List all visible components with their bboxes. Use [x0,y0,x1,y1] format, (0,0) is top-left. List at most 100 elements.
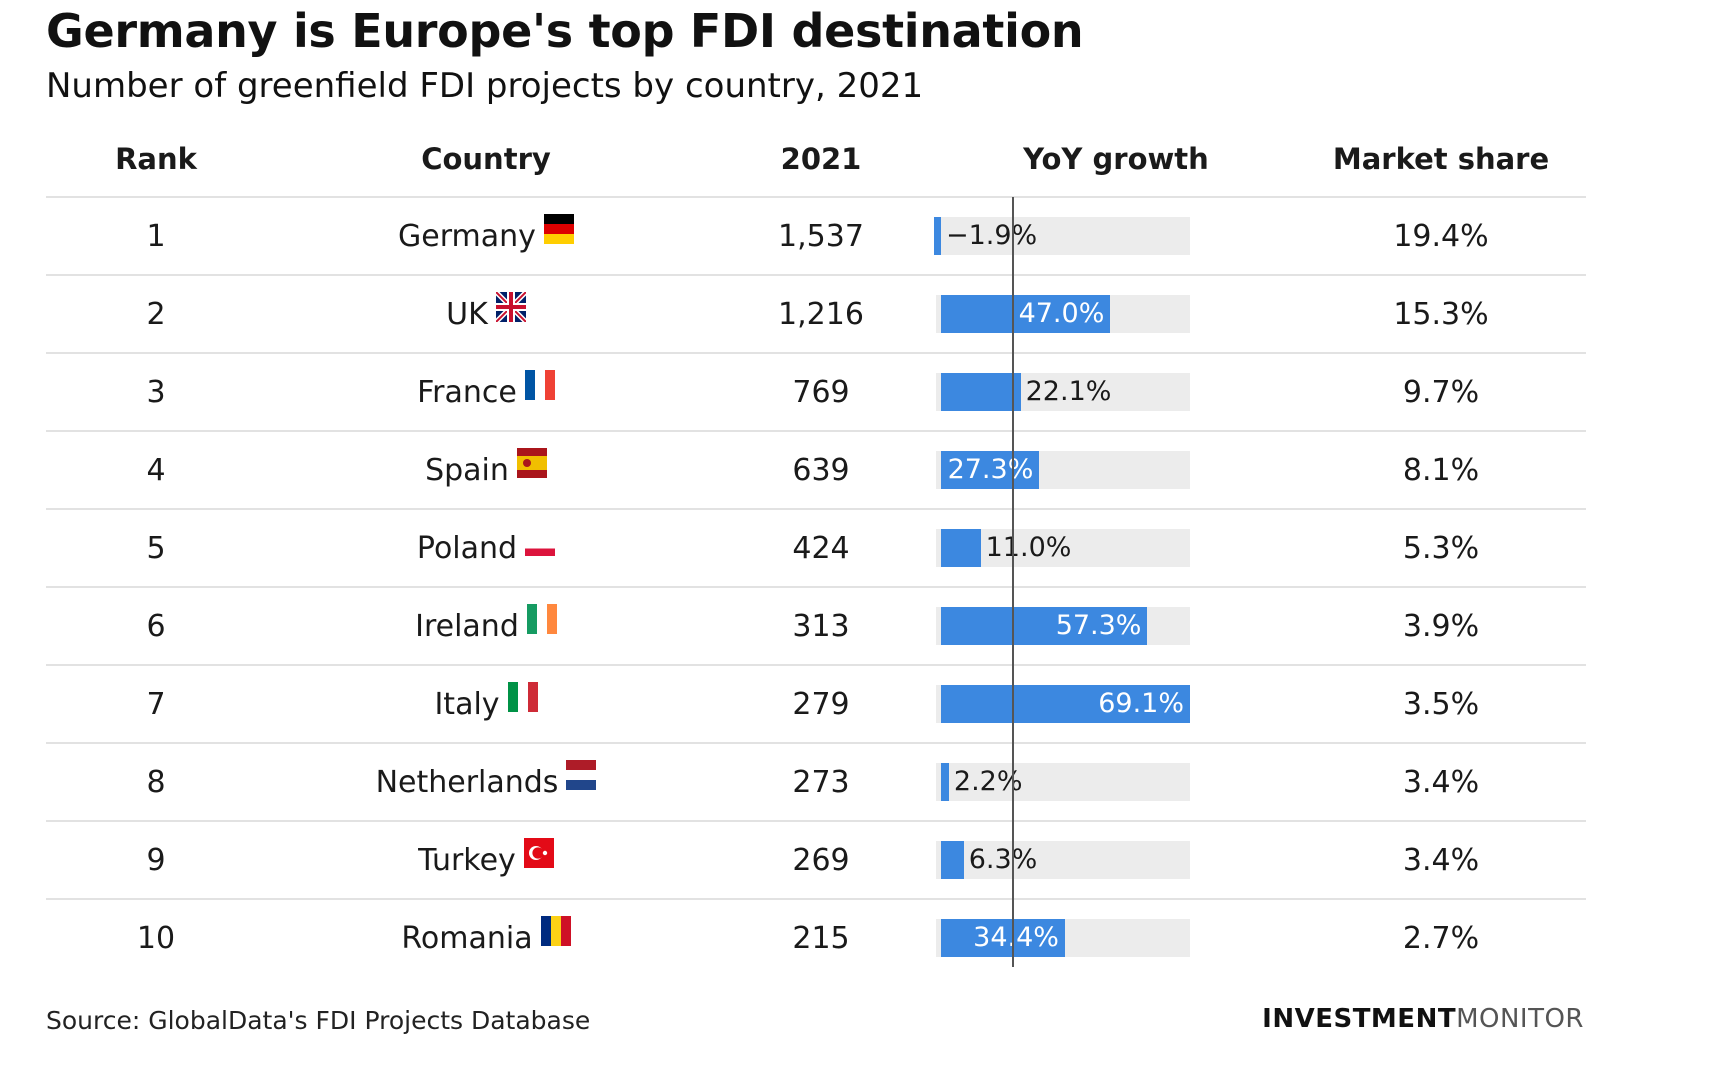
share-cell: 15.3% [1296,297,1586,332]
growth-label: 34.4% [941,919,1059,957]
growth-cell: 47.0% [936,276,1296,352]
growth-cell: 69.1% [936,666,1296,742]
projects-cell: 1,216 [706,297,936,332]
table-body: 1 Germany 1,537 −1.9% 19.4% 2 UK 1,216 47.0% 15.3… [46,198,1586,976]
country-cell: Ireland [266,609,706,644]
projects-cell: 424 [706,531,936,566]
rank-cell: 3 [46,375,266,410]
fdi-table: Rank Country 2021 YoY growth Market shar… [46,122,1586,976]
table-row: 1 Germany 1,537 −1.9% 19.4% [46,198,1586,276]
header-growth: YoY growth [936,122,1296,196]
netherlands-flag-icon [566,760,596,790]
growth-label: 27.3% [941,451,1033,489]
growth-cell: 34.4% [936,900,1296,976]
rank-cell: 6 [46,609,266,644]
table-row: 4 Spain 639 27.3% 8.1% [46,432,1586,510]
france-flag-icon [525,370,555,400]
growth-cell: 2.2% [936,744,1296,820]
table-row: 5 Poland 424 11.0% 5.3% [46,510,1586,588]
poland-flag-icon [525,526,555,556]
share-cell: 9.7% [1296,375,1586,410]
table-row: 8 Netherlands 273 2.2% 3.4% [46,744,1586,822]
country-cell: Spain [266,453,706,488]
brand-bold: INVESTMENT [1262,1004,1456,1034]
header-year: 2021 [706,142,936,176]
rank-cell: 2 [46,297,266,332]
growth-label: 57.3% [941,607,1141,645]
brand-logo: INVESTMENTMONITOR [1262,1004,1584,1034]
growth-cell: 22.1% [936,354,1296,430]
country-name: Ireland [415,609,519,644]
projects-cell: 313 [706,609,936,644]
projects-cell: 215 [706,921,936,956]
rank-cell: 10 [46,921,266,956]
growth-label: 69.1% [941,685,1184,723]
projects-cell: 769 [706,375,936,410]
table-header: Rank Country 2021 YoY growth Market shar… [46,122,1586,198]
country-cell: Romania [266,921,706,956]
ireland-flag-icon [527,604,557,634]
table-row: 6 Ireland 313 57.3% 3.9% [46,588,1586,666]
table-row: 7 Italy 279 69.1% 3.5% [46,666,1586,744]
growth-label: −1.9% [946,217,1037,255]
header-growth-label: YoY growth [1023,142,1209,176]
country-cell: UK [266,297,706,332]
table-row: 2 UK 1,216 47.0% 15.3% [46,276,1586,354]
country-name: Romania [401,921,532,956]
share-cell: 5.3% [1296,531,1586,566]
growth-bar [934,217,941,255]
country-name: Italy [434,687,499,722]
turkey-flag-icon [524,838,554,868]
chart-subtitle: Number of greenfield FDI projects by cou… [46,66,923,106]
projects-cell: 279 [706,687,936,722]
growth-label: 11.0% [986,529,1072,567]
rank-cell: 4 [46,453,266,488]
source-note: Source: GlobalData's FDI Projects Databa… [46,1006,590,1035]
country-name: Spain [425,453,509,488]
projects-cell: 269 [706,843,936,878]
growth-label: 47.0% [941,295,1104,333]
rank-cell: 9 [46,843,266,878]
share-cell: 3.9% [1296,609,1586,644]
country-cell: Poland [266,531,706,566]
country-cell: Netherlands [266,765,706,800]
share-cell: 3.5% [1296,687,1586,722]
country-cell: Turkey [266,843,706,878]
share-cell: 3.4% [1296,843,1586,878]
header-country: Country [266,142,706,176]
spain-flag-icon [517,448,547,478]
germany-flag-icon [544,214,574,244]
growth-cell: 6.3% [936,822,1296,898]
growth-cell: 57.3% [936,588,1296,664]
table-row: 10 Romania 215 34.4% 2.7% [46,900,1586,976]
header-share: Market share [1296,142,1586,176]
country-cell: France [266,375,706,410]
share-cell: 8.1% [1296,453,1586,488]
country-name: UK [446,297,488,332]
table-row: 3 France 769 22.1% 9.7% [46,354,1586,432]
country-name: Poland [417,531,517,566]
growth-label: 6.3% [969,841,1038,879]
growth-zero-axis [1012,197,1014,967]
share-cell: 2.7% [1296,921,1586,956]
projects-cell: 1,537 [706,219,936,254]
country-cell: Italy [266,687,706,722]
italy-flag-icon [508,682,538,712]
country-name: Germany [398,219,536,254]
romania-flag-icon [541,916,571,946]
growth-cell: −1.9% [936,198,1296,274]
country-name: Turkey [418,843,516,878]
country-name: France [417,375,517,410]
growth-bar [941,763,949,801]
header-rank: Rank [46,142,266,176]
rank-cell: 8 [46,765,266,800]
rank-cell: 7 [46,687,266,722]
projects-cell: 639 [706,453,936,488]
country-name: Netherlands [376,765,559,800]
chart-title: Germany is Europe's top FDI destination [46,4,1083,58]
rank-cell: 5 [46,531,266,566]
share-cell: 3.4% [1296,765,1586,800]
brand-light: MONITOR [1456,1004,1584,1034]
growth-bar [941,841,964,879]
projects-cell: 273 [706,765,936,800]
